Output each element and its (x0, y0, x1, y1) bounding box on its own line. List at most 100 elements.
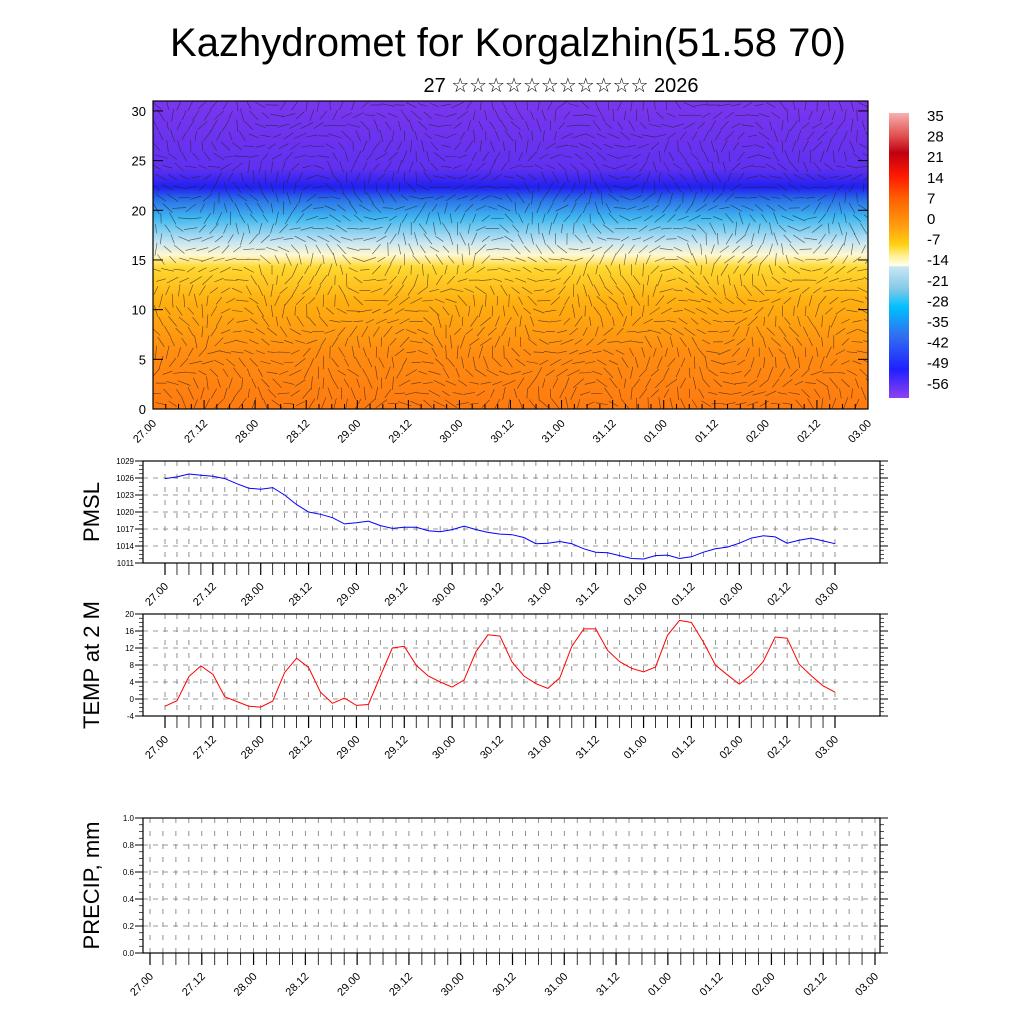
y-tick-label: 0.8 (123, 841, 135, 850)
x-tick-label: 31.00 (526, 581, 554, 609)
x-tick-label: 31.00 (542, 971, 570, 999)
colorbar-label: 0 (927, 211, 935, 228)
y-tick-label: 0.4 (123, 895, 135, 904)
y-tick-label: 0 (130, 695, 135, 704)
y-tick-label: 15 (132, 253, 146, 268)
y-tick-label: 5 (139, 352, 146, 367)
chart-subtitle: 27 ☆☆☆☆☆☆☆☆☆☆☆ 2026 (423, 75, 698, 97)
y-axis-title: PRECIP, mm (79, 822, 104, 950)
x-tick-label: 28.12 (287, 734, 315, 762)
y-tick-label: 12 (125, 644, 134, 653)
x-tick-label: 31.12 (591, 418, 619, 446)
colorbar-label: -14 (927, 252, 949, 269)
x-tick-label: 29.00 (335, 418, 363, 446)
x-tick-label: 01.00 (622, 734, 650, 762)
x-tick-label: 30.12 (491, 971, 519, 999)
y-tick-label: 8 (130, 661, 135, 670)
x-tick-label: 29.00 (335, 971, 363, 999)
y-tick-label: 0.0 (123, 949, 135, 958)
x-tick-label: 27.12 (191, 734, 219, 762)
x-tick-label: 02.12 (765, 581, 793, 609)
x-tick-label: 02.12 (795, 418, 823, 446)
x-tick-label: 31.12 (574, 581, 602, 609)
x-tick-label: 28.12 (284, 418, 312, 446)
x-tick-label: 03.00 (813, 734, 841, 762)
y-tick-label: 16 (125, 627, 134, 636)
colorbar-gradient (889, 113, 909, 398)
colorbar-label: -21 (927, 273, 949, 290)
y-tick-label: 1017 (116, 525, 134, 534)
x-tick-label: 01.12 (698, 971, 726, 999)
x-tick-label: 27.12 (180, 971, 208, 999)
x-tick-label: 29.12 (387, 971, 415, 999)
x-tick-label: 30.00 (430, 734, 458, 762)
y-tick-label: 20 (125, 610, 134, 619)
x-tick-label: 30.00 (439, 971, 467, 999)
x-tick-label: 31.12 (594, 971, 622, 999)
colorbar-label: 35 (927, 108, 944, 125)
colorbar-label: 28 (927, 129, 944, 146)
x-tick-label: 01.12 (670, 581, 698, 609)
x-tick-label: 28.00 (239, 734, 267, 762)
x-tick-label: 29.00 (335, 734, 363, 762)
y-tick-label: 0.6 (123, 868, 135, 877)
x-tick-label: 28.00 (233, 418, 261, 446)
y-tick-label: 25 (132, 154, 146, 169)
x-tick-label: 27.00 (143, 734, 171, 762)
colorbar-label: -49 (927, 355, 949, 372)
y-tick-label: 1029 (116, 457, 134, 466)
x-tick-label: 02.00 (750, 971, 778, 999)
x-tick-label: 02.00 (744, 418, 772, 446)
x-tick-label: 30.12 (478, 734, 506, 762)
x-tick-label: 02.12 (801, 971, 829, 999)
y-tick-label: 30 (132, 104, 146, 119)
colorbar-label: -56 (927, 376, 949, 393)
x-tick-label: 29.12 (387, 418, 415, 446)
y-axis-title: TEMP at 2 M (79, 601, 104, 729)
x-tick-label: 28.00 (239, 581, 267, 609)
colorbar-label: -42 (927, 335, 949, 352)
x-tick-label: 29.12 (382, 581, 410, 609)
x-tick-label: 01.00 (622, 581, 650, 609)
colorbar-label: 21 (927, 149, 944, 166)
y-tick-label: 1020 (116, 508, 134, 517)
x-tick-label: 02.12 (765, 734, 793, 762)
x-tick-label: 02.00 (717, 581, 745, 609)
colorbar: 35 28 21 14 7 0 -7 -14 -21 -28 -35 -42 -49 -56 (889, 108, 949, 398)
chart-title: Kazhydromet for Korgalzhin(51.58 70) (170, 21, 846, 65)
y-tick-label: 0.2 (123, 922, 135, 931)
y-tick-label: 20 (132, 203, 146, 218)
x-tick-label: 28.12 (284, 971, 312, 999)
y-tick-label: 1023 (116, 491, 134, 500)
y-tick-label: 10 (132, 303, 146, 318)
colorbar-label: 14 (927, 170, 944, 187)
y-tick-label: 4 (130, 678, 135, 687)
x-tick-label: 29.00 (335, 581, 363, 609)
y-tick-label: 1014 (116, 542, 134, 551)
y-tick-label: 0 (139, 402, 146, 417)
y-tick-label: -4 (127, 712, 135, 721)
colorbar-label: -7 (927, 232, 940, 249)
colorbar-label: -28 (927, 293, 949, 310)
x-tick-label: 27.00 (143, 581, 171, 609)
x-tick-label: 02.00 (717, 734, 745, 762)
colorbar-label: -35 (927, 314, 949, 331)
y-tick-label: 1011 (117, 559, 135, 568)
x-tick-label: 01.00 (646, 971, 674, 999)
colorbar-label: 7 (927, 190, 935, 207)
x-tick-label: 27.00 (131, 418, 159, 446)
y-axis-title: PMSL (79, 482, 104, 542)
x-tick-label: 30.00 (438, 418, 466, 446)
x-tick-label: 27.00 (128, 971, 156, 999)
x-tick-label: 27.12 (191, 581, 219, 609)
x-tick-label: 03.00 (853, 971, 881, 999)
x-tick-label: 30.12 (478, 581, 506, 609)
x-tick-label: 31.00 (540, 418, 568, 446)
x-tick-label: 01.12 (693, 418, 721, 446)
y-tick-label: 1026 (116, 474, 134, 483)
x-tick-label: 01.00 (642, 418, 670, 446)
